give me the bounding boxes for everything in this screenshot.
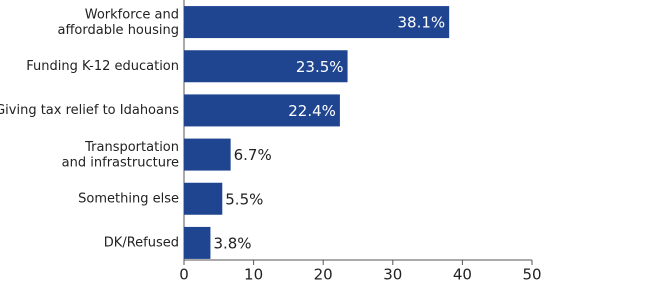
bar	[184, 94, 340, 127]
x-tick-label: 20	[314, 266, 333, 284]
category-label: Something else	[78, 191, 179, 206]
value-label: 6.7%	[234, 146, 272, 164]
bar	[184, 6, 450, 39]
bar	[184, 226, 211, 259]
bar	[184, 138, 231, 171]
bar	[184, 182, 223, 215]
value-label: 22.4%	[288, 102, 336, 120]
x-tick-label: 10	[244, 266, 263, 284]
bar	[184, 50, 348, 83]
value-label: 5.5%	[225, 190, 263, 208]
category-label: DK/Refused	[104, 235, 179, 250]
x-tick-label: 30	[383, 266, 402, 284]
value-label: 3.8%	[213, 234, 251, 252]
category-label: Giving tax relief to Idahoans	[0, 103, 179, 118]
x-tick-label: 0	[179, 266, 189, 284]
x-tick-label: 40	[453, 266, 472, 284]
category-label: Funding K-12 education	[26, 59, 179, 74]
x-tick-label: 50	[522, 266, 541, 284]
category-label: Transportation and infrastructure	[62, 139, 179, 170]
category-label: Workforce and affordable housing	[57, 7, 179, 38]
value-label: 38.1%	[398, 14, 446, 32]
value-label: 23.5%	[296, 58, 344, 76]
